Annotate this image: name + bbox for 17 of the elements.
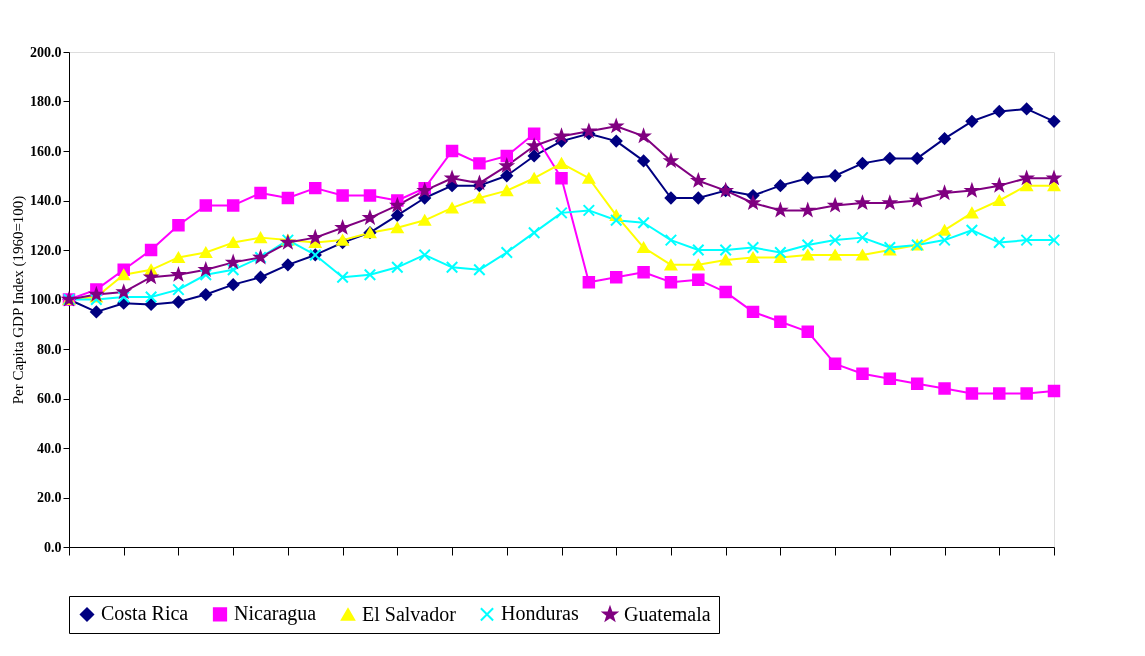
legend-label: Honduras xyxy=(501,602,579,625)
y-tick-label: 60.0 xyxy=(37,391,62,406)
legend-label: Nicaragua xyxy=(234,602,317,626)
y-tick-label: 140.0 xyxy=(30,193,62,208)
y-tick-label: 0.0 xyxy=(44,539,62,555)
y-axis-title: Per Capita GDP Index (1960=100) xyxy=(10,195,27,405)
y-tick-label: 120.0 xyxy=(30,242,62,258)
y-tick-label: 180.0 xyxy=(30,94,62,109)
y-tick-label: 40.0 xyxy=(37,440,62,456)
legend-label: Costa Rica xyxy=(101,602,189,625)
legend-label: El Salvador xyxy=(362,602,457,625)
y-tick-label: 100.0 xyxy=(30,292,62,307)
y-tick-label: 80.0 xyxy=(37,341,62,357)
y-tick-label: 200.0 xyxy=(30,44,62,60)
y-tick-label: 160.0 xyxy=(30,143,62,159)
y-tick-label: 20.0 xyxy=(37,490,62,505)
legend-label: Guatemala xyxy=(624,602,711,625)
